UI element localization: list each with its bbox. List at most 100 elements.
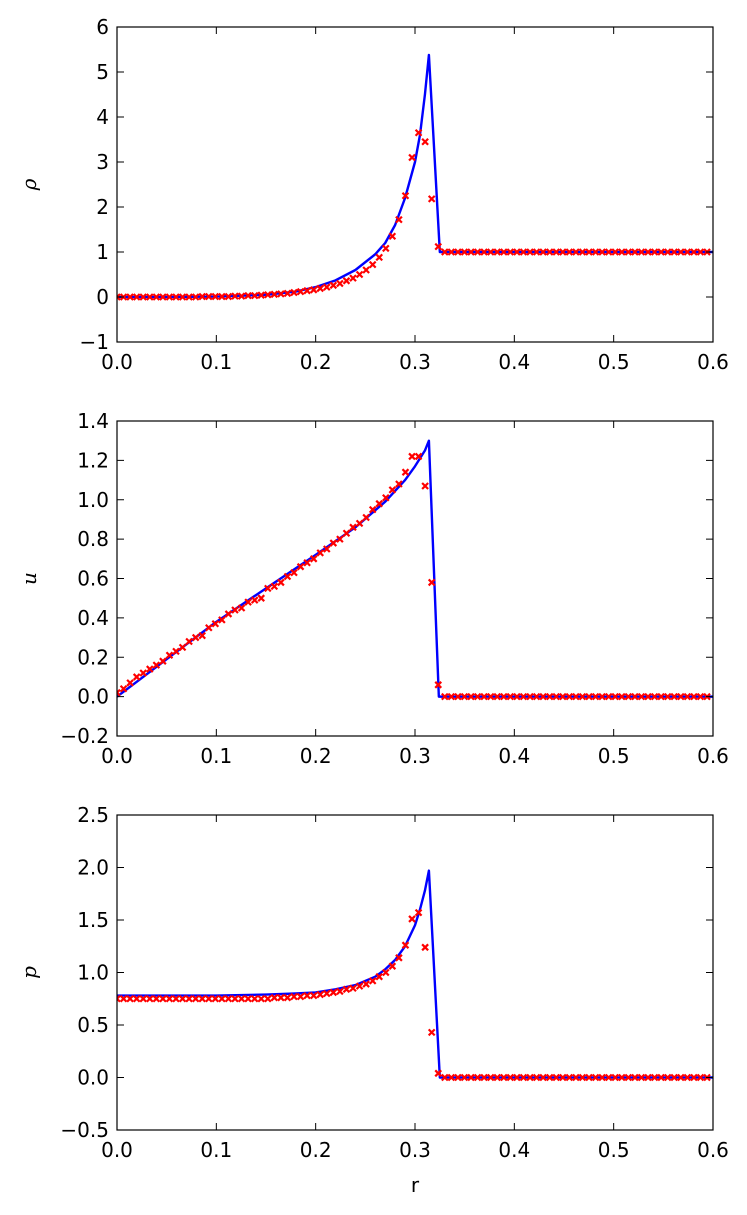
velocity-marker [152, 661, 161, 669]
density-marker [552, 248, 561, 256]
velocity-marker [591, 692, 600, 701]
velocity-marker [572, 692, 580, 701]
pressure-marker [663, 1073, 672, 1082]
velocity-marker [316, 549, 325, 557]
velocity-analytic-line [117, 439, 713, 698]
pressure-marker [119, 994, 128, 1003]
density-marker [211, 292, 220, 301]
pressure-marker [375, 972, 384, 981]
pressure-marker [355, 982, 364, 990]
pressure-marker [152, 994, 161, 1003]
density-marker [368, 260, 377, 269]
velocity-marker [565, 692, 574, 701]
velocity-marker [663, 692, 672, 701]
velocity-marker [545, 692, 554, 701]
pressure-marker [323, 989, 331, 998]
velocity-marker [237, 604, 246, 612]
density-marker [427, 195, 436, 203]
density-marker [467, 248, 475, 256]
velocity-marker [296, 562, 305, 571]
pressure-marker [218, 994, 226, 1003]
density-marker [395, 215, 403, 224]
velocity-ytick-label: 1.4 [77, 409, 109, 433]
velocity-marker [277, 578, 285, 587]
density-marker [382, 244, 390, 253]
pressure-marker [224, 994, 233, 1003]
pressure-marker [591, 1073, 600, 1082]
velocity-marker [598, 692, 606, 701]
density-marker [624, 248, 633, 256]
density-marker [159, 293, 167, 301]
velocity-marker [362, 513, 370, 522]
velocity-ytick-label: 1.2 [77, 448, 109, 472]
velocity-marker [486, 692, 495, 701]
velocity-marker [309, 555, 318, 563]
density-xtick-label: 0.5 [598, 350, 630, 374]
density-marker [559, 248, 567, 256]
pressure-marker [644, 1073, 652, 1082]
pressure-xtick-label: 0.4 [498, 1138, 530, 1162]
density-marker [231, 292, 239, 300]
pressure-marker [598, 1073, 606, 1082]
velocity-marker [185, 637, 193, 646]
pressure-marker [441, 1073, 449, 1082]
velocity-marker [126, 679, 134, 687]
velocity-marker [473, 692, 482, 701]
density-marker [172, 293, 180, 301]
velocity-marker [224, 610, 233, 618]
pressure-marker [604, 1073, 613, 1082]
density-marker [283, 289, 292, 298]
density-marker [421, 137, 429, 146]
pressure-marker [519, 1073, 528, 1082]
pressure-ytick-label: 1.5 [77, 908, 109, 932]
pressure-marker [677, 1073, 685, 1082]
pressure-marker [395, 954, 403, 962]
density-plot-area [117, 53, 713, 301]
density-marker [447, 248, 456, 256]
velocity-marker [585, 692, 593, 701]
velocity-marker [270, 582, 279, 591]
density-marker [690, 248, 698, 256]
velocity-marker [401, 468, 410, 476]
pressure-marker [316, 990, 325, 999]
velocity-marker [552, 692, 561, 701]
velocity-marker [690, 692, 698, 701]
velocity-marker [250, 596, 259, 604]
pressure-ytick-label: 1.0 [77, 961, 109, 985]
density-marker [296, 287, 305, 296]
velocity-marker [434, 681, 443, 689]
velocity-marker [677, 692, 685, 701]
density-marker [670, 248, 679, 256]
pressure-marker [231, 994, 239, 1003]
density-marker [132, 293, 141, 301]
velocity-marker [257, 594, 266, 602]
density-marker [375, 253, 384, 262]
density-marker [388, 232, 397, 241]
velocity-marker [290, 568, 298, 577]
pressure-ytick-label: 2.0 [77, 856, 109, 880]
density-marker [185, 293, 193, 301]
pressure-ytick-label: 2.5 [77, 803, 109, 827]
density-marker [480, 248, 488, 256]
velocity-ytick-label: 0.4 [77, 606, 109, 630]
pressure-marker [572, 1073, 580, 1082]
pressure-marker [159, 994, 167, 1003]
velocity-ytick-label: 0.0 [77, 685, 109, 709]
density-marker [493, 248, 502, 256]
density-marker [309, 286, 318, 294]
pressure-ytick-label: 0.0 [77, 1066, 109, 1090]
velocity-xtick-label: 0.1 [200, 744, 232, 768]
density-analytic-line [117, 53, 713, 299]
density-marker [270, 290, 279, 299]
velocity-marker [493, 692, 502, 701]
velocity-marker [264, 584, 272, 593]
pressure-marker [139, 994, 148, 1003]
pressure-xlabel: r [411, 1173, 420, 1197]
density-marker [264, 290, 272, 299]
velocity-marker [375, 499, 384, 508]
pressure-marker [336, 987, 344, 996]
density-marker [362, 266, 370, 274]
density-marker [532, 248, 541, 256]
density-marker [618, 248, 626, 256]
